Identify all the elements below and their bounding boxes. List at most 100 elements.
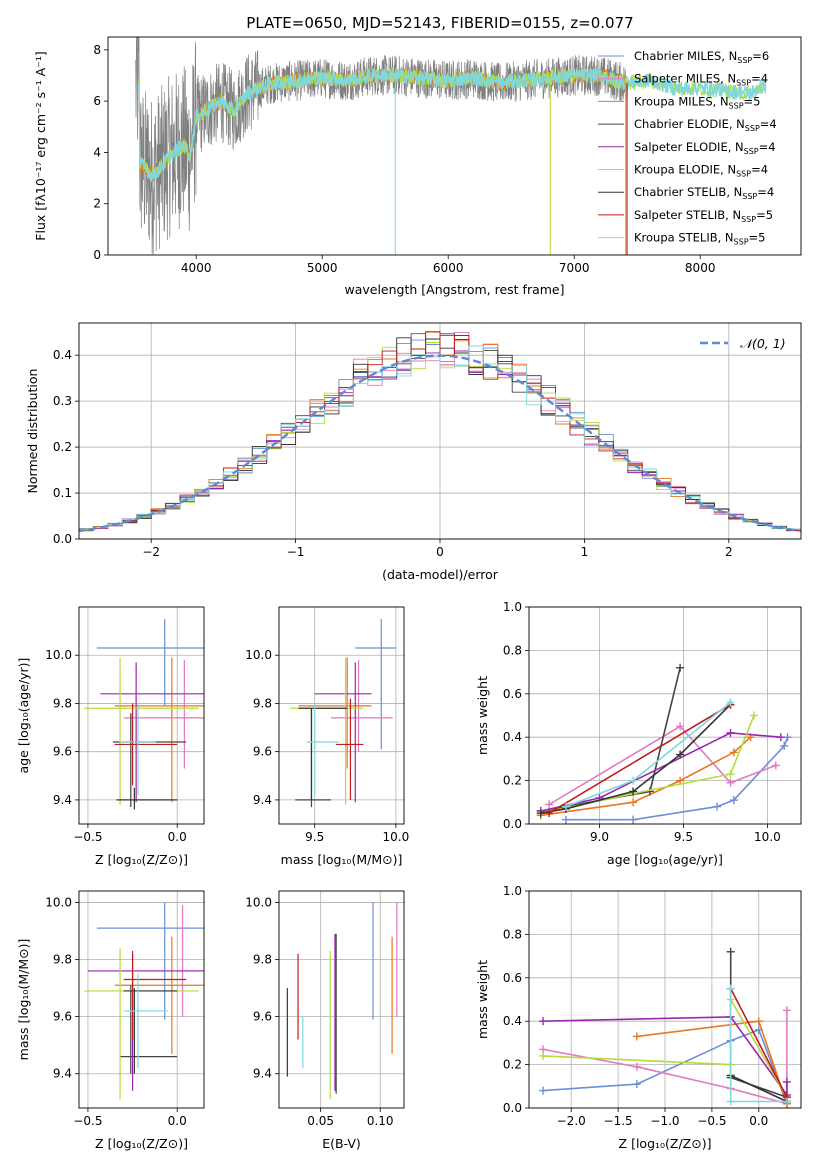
y-axis-label: mass weight (475, 676, 490, 755)
x-tick-label: −0.5 (697, 1114, 726, 1128)
y-axis-label: Normed distribution (25, 369, 40, 494)
x-axis-label: wavelength [Angstrom, rest frame] (344, 282, 564, 297)
y-tick-label: 9.6 (53, 745, 72, 759)
y-tick-label: 10.0 (245, 895, 272, 909)
model-spectrum-kroupa_stelib (137, 67, 767, 182)
legend-label: Salpeter ELODIE, NSSP=4 (634, 140, 776, 156)
y-tick-label: 9.8 (53, 696, 72, 710)
x-tick-label: 1 (581, 545, 589, 559)
x-axis-label: (data-model)/error (382, 567, 499, 582)
x-tick-label: 10.0 (383, 830, 410, 844)
panel-age_vs_mass: 9.5 10.0 9.4 9.6 9.8 10.0 mass [log₁₀(M/M⊙)] (245, 606, 410, 867)
x-tick-label: 0.05 (307, 1114, 334, 1128)
x-tick-label: 6000 (433, 261, 464, 275)
y-tick-label: 1.0 (503, 600, 522, 614)
y-axis-label: mass [log₁₀(M/M⊙)] (16, 939, 31, 1061)
y-tick-label: 0.6 (503, 971, 522, 985)
weight-line-salpeter_stelib (548, 703, 731, 814)
axes-frame (528, 606, 802, 825)
x-tick-label: −0.5 (73, 830, 102, 844)
axes-frame (278, 890, 405, 1109)
x-tick-label: 0.0 (168, 830, 187, 844)
y-tick-label: 1.0 (503, 884, 522, 898)
y-tick-label: 0.3 (53, 394, 72, 408)
plot-area-age_vs_Z (84, 619, 204, 810)
y-axis-label: age [log₁₀(age/yr)] (16, 658, 31, 774)
y-tick-label: 0.8 (503, 643, 522, 657)
y-tick-label: 10.0 (45, 648, 72, 662)
legend-label: Chabrier MILES, NSSP=6 (634, 49, 769, 65)
y-tick-label: 9.6 (53, 1010, 72, 1024)
x-tick-label: 10.0 (754, 830, 781, 844)
plot-area-age_vs_mass (290, 619, 396, 808)
legend-label: 𝒩(0, 1) (740, 336, 786, 351)
observed-spectrum (135, 37, 628, 255)
y-tick-label: 9.4 (53, 793, 72, 807)
panel-spectrum: 4000 5000 6000 7000 8000 0 2 4 6 8 wavelength [Ang… (33, 36, 802, 297)
x-tick-label: −2.0 (557, 1114, 586, 1128)
y-tick-label: 0.0 (503, 817, 522, 831)
y-tick-label: 9.8 (53, 953, 72, 967)
x-axis-label: mass [log₁₀(M/M⊙)] (281, 852, 403, 867)
x-tick-label: 0 (436, 545, 444, 559)
weight-line-salpeter_elodie (543, 1016, 788, 1098)
plot-area-residual_hist (79, 331, 801, 534)
y-tick-label: 0.4 (503, 1014, 522, 1028)
x-tick-label: 4000 (181, 261, 212, 275)
legend-label: Salpeter MILES, NSSP=4 (634, 72, 768, 88)
y-tick-label: 0 (93, 248, 101, 262)
x-tick-label: 9.5 (674, 830, 693, 844)
y-tick-label: 0.8 (503, 927, 522, 941)
axes-frame (78, 606, 205, 825)
y-axis-label: Flux [fλ10⁻¹⁷ erg cm⁻² s⁻¹ A⁻¹] (33, 51, 48, 240)
y-tick-label: 9.6 (253, 1010, 272, 1024)
x-axis-label: Z [log₁₀(Z/Z⊙)] (95, 1136, 188, 1151)
axes-frame (78, 890, 205, 1109)
y-tick-label: 9.4 (53, 1067, 72, 1081)
x-tick-label: 2 (725, 545, 733, 559)
y-tick-label: 0.0 (503, 1101, 522, 1115)
x-axis-label: Z [log₁₀(Z/Z⊙)] (619, 1136, 712, 1151)
y-tick-label: 0.2 (503, 774, 522, 788)
normal-curve (79, 354, 801, 533)
weight-line-salpeter_stelib (729, 988, 788, 1098)
legend-label: Salpeter STELIB, NSSP=5 (634, 208, 773, 224)
y-tick-label: 8 (93, 43, 101, 57)
panel-residual_hist: −2 −1 0 1 2 0.0 0.1 0.2 0.3 0.4 (data-model)/error… (25, 322, 802, 582)
panel-weight_vs_age: 9.0 9.5 10.0 0.0 0.2 0.4 0.6 0.8 1.0 age [log₁₀(a… (475, 600, 802, 867)
legend-label: Kroupa STELIB, NSSP=5 (634, 231, 765, 247)
x-tick-label: 0.0 (749, 1114, 768, 1128)
plot-area-mass_vs_Z (84, 902, 204, 1100)
y-axis-label: mass weight (475, 960, 490, 1039)
x-tick-label: 7000 (559, 261, 590, 275)
y-tick-label: 0.2 (503, 1058, 522, 1072)
plot-area-spectrum (135, 37, 767, 255)
legend-label: Kroupa ELODIE, NSSP=4 (634, 163, 768, 179)
y-tick-label: 9.6 (253, 745, 272, 759)
axes-frame (78, 322, 802, 540)
x-axis-label: E(B-V) (322, 1136, 361, 1151)
x-tick-label: −1.0 (650, 1114, 679, 1128)
y-tick-label: 10.0 (45, 895, 72, 909)
weight-line-chabrier_stelib (730, 1074, 788, 1103)
panel-weight_vs_Z: −2.0 −1.5 −1.0 −0.5 0.0 0.0 0.2 0.4 0.6 0.8 1.0 Z [… (475, 884, 802, 1151)
weight-line-salpeter_miles (548, 725, 777, 806)
x-tick-label: 0.0 (168, 1114, 187, 1128)
axes-frame (278, 606, 405, 825)
x-axis-label: age [log₁₀(age/yr)] (607, 852, 723, 867)
x-tick-label: −1.5 (604, 1114, 633, 1128)
legend-label: Chabrier ELODIE, NSSP=4 (634, 117, 777, 133)
plot-area-weight_vs_age (536, 663, 792, 824)
x-tick-label: −1 (287, 545, 305, 559)
panel-mass_vs_EBV: 0.05 0.10 9.4 9.6 9.8 10.0 E(B-V) (245, 890, 405, 1151)
y-tick-label: 9.8 (253, 696, 272, 710)
plot-area-weight_vs_Z (539, 947, 791, 1108)
y-tick-label: 4 (93, 145, 101, 159)
x-tick-label: 9.0 (590, 830, 609, 844)
x-tick-label: −2 (142, 545, 160, 559)
y-tick-label: 2 (93, 197, 101, 211)
y-tick-label: 9.4 (253, 1067, 272, 1081)
axes-frame (107, 36, 802, 256)
axes-frame (528, 890, 802, 1109)
